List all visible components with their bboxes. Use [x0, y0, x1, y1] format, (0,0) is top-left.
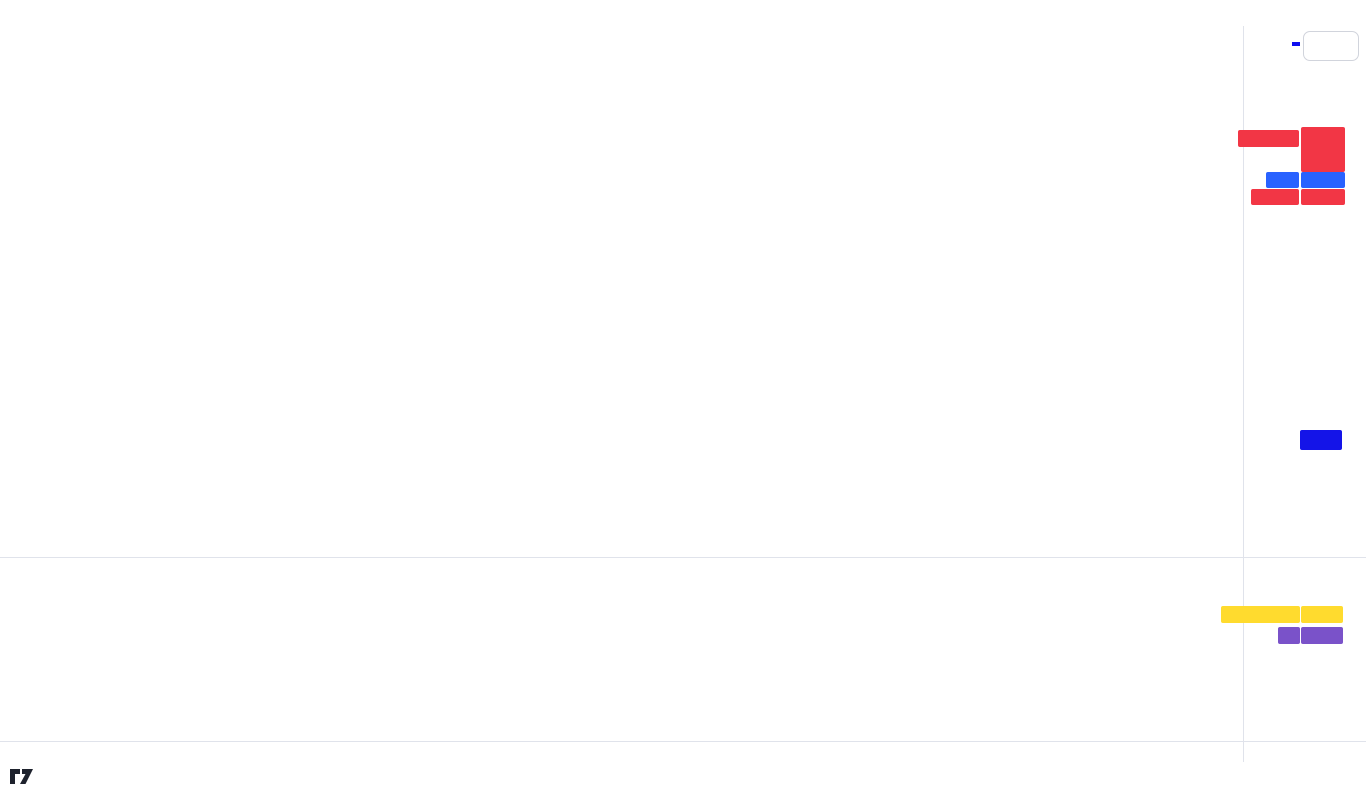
symbol-price-badge-label [1238, 130, 1299, 147]
tradingview-logo[interactable] [10, 768, 41, 786]
sma-legend-row[interactable] [17, 65, 21, 80]
rsi-ma-badge-label [1221, 606, 1300, 623]
symbol-legend-row[interactable] [17, 33, 53, 48]
rsi-legend-row[interactable] [17, 566, 35, 581]
currency-toggle-button[interactable] [1303, 31, 1359, 61]
rsi-badge-label [1278, 627, 1300, 644]
resistance-line-axis-dash [1292, 42, 1300, 46]
price-axis-border [1243, 26, 1244, 762]
rsi-ma-badge-value [1301, 606, 1343, 623]
symbol-price-badge [1301, 127, 1345, 172]
ema-badge-value [1301, 172, 1345, 188]
pane-separator[interactable] [0, 557, 1366, 558]
sma-badge-value [1301, 189, 1345, 205]
rsi-badge-value [1301, 627, 1343, 644]
time-axis-separator [0, 741, 1366, 742]
ema-badge-label [1266, 172, 1299, 188]
ema-legend-row[interactable] [17, 50, 21, 65]
support-level-badge [1300, 430, 1342, 450]
tradingview-logo-icon [10, 769, 33, 784]
sma-badge-label [1251, 189, 1299, 205]
